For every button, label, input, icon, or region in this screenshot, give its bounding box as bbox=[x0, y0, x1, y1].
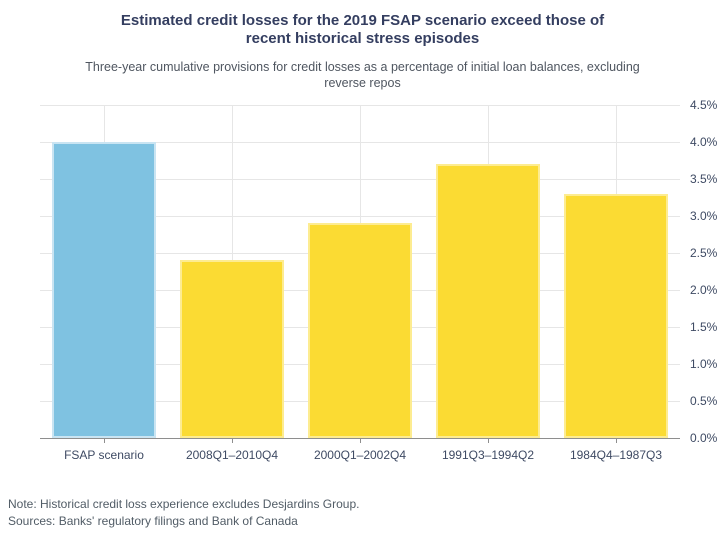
x-axis-category-label: 2008Q1–2010Q4 bbox=[185, 448, 279, 462]
bar-1984q4-1987q3 bbox=[564, 193, 668, 438]
y-axis-tick-label: 0.5% bbox=[690, 394, 718, 408]
y-axis-tick-label: 0.0% bbox=[690, 431, 718, 445]
bar-fsap-scenario bbox=[52, 142, 156, 438]
y-axis-tick-label: 4.0% bbox=[690, 135, 718, 149]
y-axis-tick-label: 1.0% bbox=[690, 357, 718, 371]
chart-subtitle: Three-year cumulative provisions for cre… bbox=[85, 59, 640, 90]
bar-2008q1-2010q4 bbox=[180, 260, 284, 438]
x-axis-category-label: FSAP scenario bbox=[64, 448, 144, 462]
y-axis-tick-label: 4.5% bbox=[690, 98, 718, 112]
y-axis-tick-label: 3.5% bbox=[690, 172, 718, 186]
x-axis-category-label: 1984Q4–1987Q3 bbox=[569, 448, 663, 462]
x-axis-tick bbox=[359, 438, 361, 443]
x-axis-tick bbox=[487, 438, 489, 443]
bar-1991q3-1994q2 bbox=[436, 164, 540, 438]
y-axis-tick-label: 3.0% bbox=[690, 209, 718, 223]
chart-sources: Sources: Banks' regulatory filings and B… bbox=[8, 514, 298, 528]
y-axis-tick-label: 1.5% bbox=[690, 320, 718, 334]
y-axis-tick-label: 2.0% bbox=[690, 283, 718, 297]
y-axis-tick-label: 2.5% bbox=[690, 246, 718, 260]
chart-note: Note: Historical credit loss experience … bbox=[8, 497, 360, 511]
bar-2000q1-2002q4 bbox=[308, 223, 412, 438]
x-axis-category-label: 2000Q1–2002Q4 bbox=[313, 448, 407, 462]
x-axis-category-label: 1991Q3–1994Q2 bbox=[441, 448, 535, 462]
x-axis-tick bbox=[103, 438, 105, 443]
chart-title: Estimated credit losses for the 2019 FSA… bbox=[120, 12, 605, 48]
x-axis-tick bbox=[231, 438, 233, 443]
x-axis-tick bbox=[615, 438, 617, 443]
plot-area: 0.0% 0.5% 1.0% 1.5% 2.0% 2.5% 3.0% 3.5% 4.0% 4.5%… bbox=[40, 98, 717, 462]
